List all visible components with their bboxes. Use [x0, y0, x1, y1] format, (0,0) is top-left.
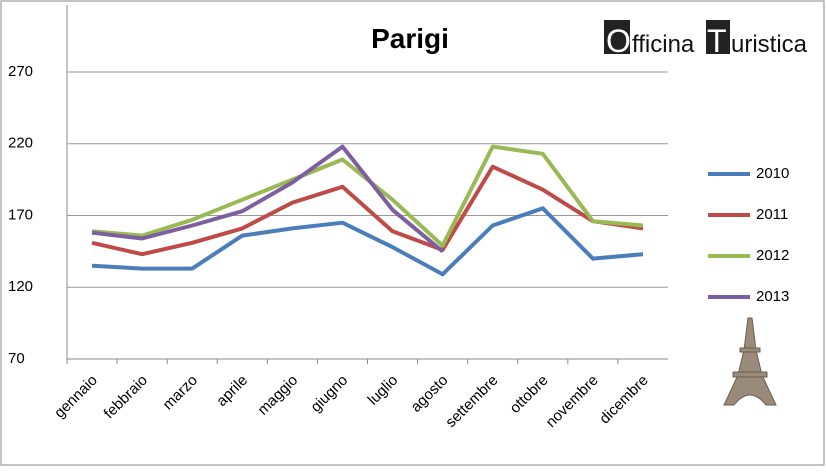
logo: O fficina T uristica	[604, 20, 808, 59]
tower-deck	[732, 371, 768, 378]
logo-box	[706, 20, 730, 54]
chart-title: Parigi	[371, 23, 449, 54]
tower-deck	[739, 347, 761, 353]
logo-letter: T	[707, 23, 727, 59]
y-tick-label: 70	[8, 350, 25, 367]
legend-label: 2011	[756, 206, 788, 223]
logo-box	[604, 20, 630, 54]
logo-letter: O	[606, 23, 631, 59]
series-line	[91, 164, 644, 257]
logo-text: fficina	[632, 31, 695, 58]
y-tick-label: 170	[8, 206, 33, 223]
legend-label: 2010	[756, 165, 789, 182]
tower	[723, 317, 777, 406]
eiffel-icon	[723, 317, 777, 406]
y-tick-label: 220	[8, 135, 33, 152]
logo-text: uristica	[731, 31, 808, 58]
series-line	[91, 206, 644, 277]
y-tick-label: 270	[8, 63, 33, 80]
series-line	[91, 144, 444, 253]
legend-label: 2013	[756, 288, 789, 305]
legend-label: 2012	[756, 247, 789, 264]
y-tick-label: 120	[8, 278, 33, 295]
